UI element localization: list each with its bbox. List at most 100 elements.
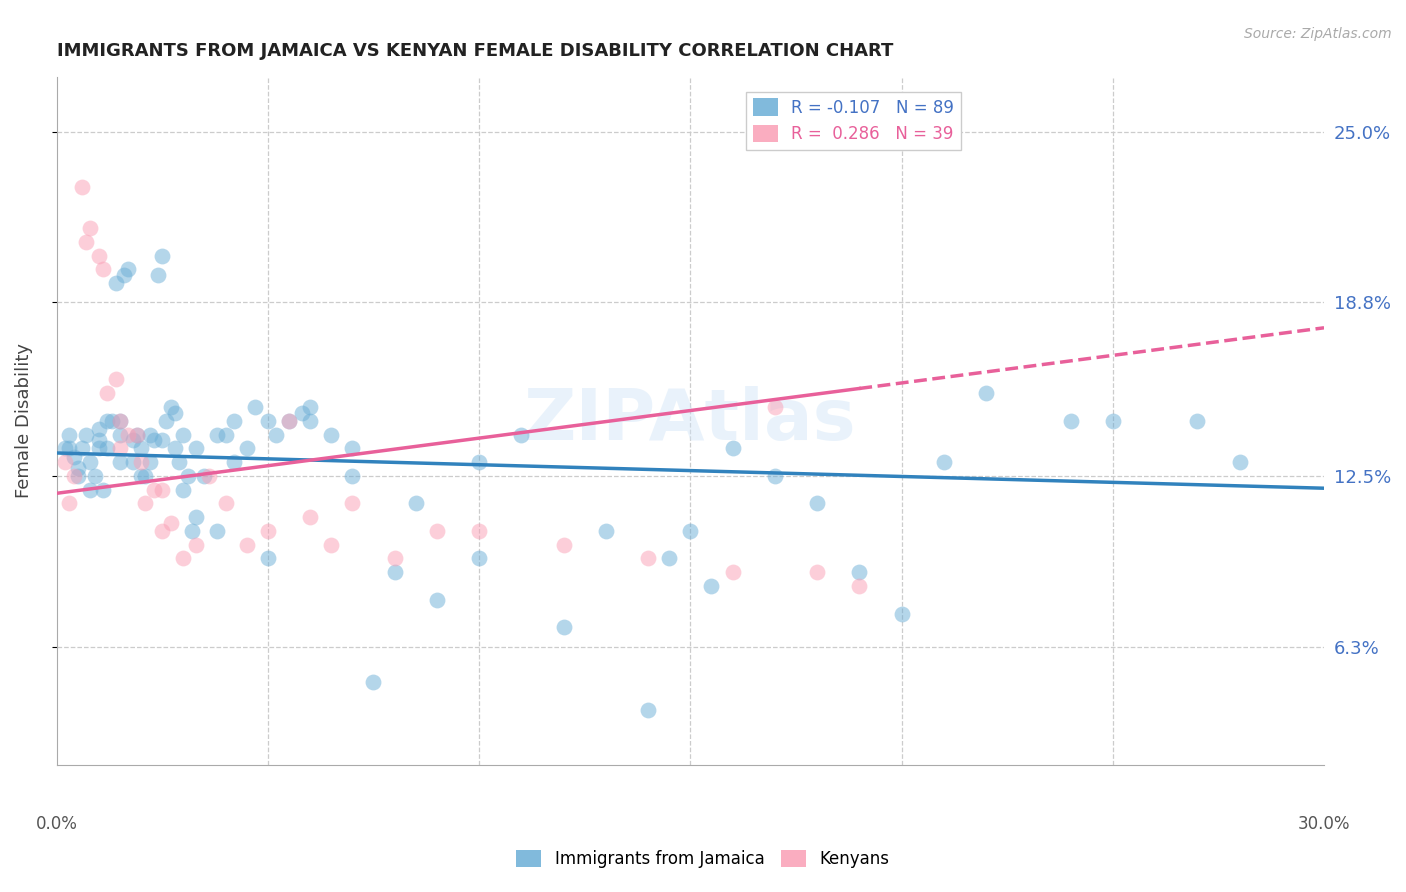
Point (176, 468, 198, 483)
Point (87, 433, 110, 447)
Point (658, 551, 681, 566)
Point (214, 427, 236, 442)
Point (100, 414, 122, 428)
Point (62, 450, 84, 464)
Point (384, 565, 406, 579)
Point (721, 565, 744, 579)
Point (79, 455, 101, 469)
Point (222, 414, 245, 428)
Point (321, 427, 343, 442)
Point (426, 524, 449, 538)
Point (1101, 414, 1123, 428)
Point (299, 510, 322, 524)
Point (180, 524, 202, 538)
Point (108, 455, 131, 469)
Point (257, 414, 280, 428)
Point (108, 427, 131, 442)
Point (637, 703, 659, 717)
Text: 0.0%: 0.0% (35, 814, 77, 832)
Point (146, 268, 169, 282)
Point (150, 433, 173, 447)
Point (278, 414, 301, 428)
Point (184, 442, 207, 456)
Point (79, 221, 101, 235)
Point (184, 538, 207, 552)
Point (468, 455, 491, 469)
Y-axis label: Female Disability: Female Disability (15, 343, 32, 499)
Point (848, 579, 870, 593)
Point (595, 524, 617, 538)
Point (104, 276, 127, 290)
Point (142, 483, 165, 497)
Point (974, 386, 997, 401)
Point (342, 496, 364, 510)
Point (222, 455, 245, 469)
Point (214, 496, 236, 510)
Point (121, 455, 143, 469)
Point (138, 455, 160, 469)
Point (167, 455, 190, 469)
Point (172, 551, 194, 566)
Point (163, 405, 186, 419)
Point (848, 565, 870, 579)
Point (75, 427, 97, 442)
Point (159, 516, 181, 530)
Point (299, 414, 322, 428)
Point (150, 524, 173, 538)
Point (700, 579, 723, 593)
Point (125, 427, 148, 442)
Point (75, 235, 97, 249)
Point (257, 551, 280, 566)
Point (163, 442, 186, 456)
Point (159, 400, 181, 414)
Point (342, 442, 364, 456)
Text: ZIPAtlas: ZIPAtlas (524, 386, 856, 455)
Point (205, 524, 228, 538)
Point (184, 510, 207, 524)
Point (721, 442, 744, 456)
Point (1229, 455, 1251, 469)
Point (66, 468, 89, 483)
Point (1187, 414, 1209, 428)
Point (121, 433, 143, 447)
Point (87, 249, 110, 263)
Point (87, 422, 110, 436)
Point (363, 675, 385, 690)
Point (58, 427, 80, 442)
Point (193, 468, 215, 483)
Point (172, 483, 194, 497)
Point (150, 483, 173, 497)
Text: 30.0%: 30.0% (1298, 814, 1350, 832)
Point (291, 405, 314, 419)
Point (405, 496, 427, 510)
Point (108, 442, 131, 456)
Point (96, 386, 118, 401)
Point (155, 414, 177, 428)
Point (553, 538, 575, 552)
Point (83, 468, 105, 483)
Point (553, 620, 575, 634)
Point (96, 442, 118, 456)
Point (150, 249, 173, 263)
Point (468, 524, 491, 538)
Point (129, 468, 152, 483)
Point (53, 442, 76, 456)
Point (243, 400, 266, 414)
Legend: Immigrants from Jamaica, Kenyans: Immigrants from Jamaica, Kenyans (510, 843, 896, 875)
Point (117, 262, 139, 277)
Point (138, 427, 160, 442)
Point (134, 496, 156, 510)
Point (806, 496, 828, 510)
Text: Source: ZipAtlas.com: Source: ZipAtlas.com (1244, 27, 1392, 41)
Legend: R = -0.107   N = 89, R =  0.286   N = 39: R = -0.107 N = 89, R = 0.286 N = 39 (747, 92, 960, 150)
Text: IMMIGRANTS FROM JAMAICA VS KENYAN FEMALE DISABILITY CORRELATION CHART: IMMIGRANTS FROM JAMAICA VS KENYAN FEMALE… (56, 42, 893, 60)
Point (1059, 414, 1081, 428)
Point (468, 551, 491, 566)
Point (66, 460, 89, 475)
Point (266, 427, 288, 442)
Point (70, 179, 93, 194)
Point (58, 442, 80, 456)
Point (321, 538, 343, 552)
Point (104, 372, 127, 386)
Point (235, 442, 257, 456)
